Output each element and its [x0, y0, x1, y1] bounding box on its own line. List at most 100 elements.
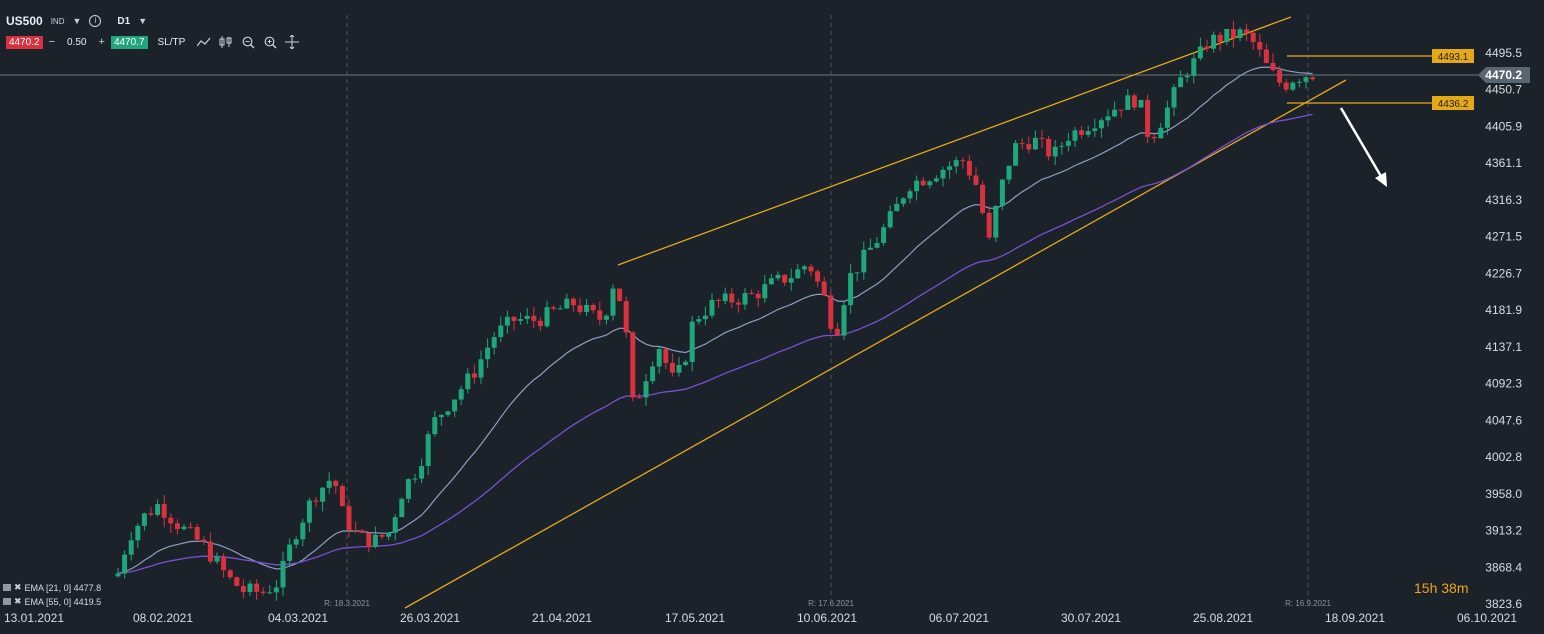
- bear-candle: [511, 316, 517, 331]
- candle-body: [643, 381, 649, 398]
- line-chart-icon[interactable]: [195, 34, 213, 50]
- indicator-label: EMA [55, 0] 4419.5: [24, 596, 102, 607]
- price-tick-label: 4047.6: [1485, 413, 1522, 427]
- candle-body: [128, 540, 134, 555]
- bear-candle: [313, 497, 319, 508]
- bear-candle: [379, 534, 385, 540]
- price-tick-label: 4450.7: [1485, 83, 1522, 97]
- candle-body: [650, 366, 656, 382]
- bear-candle: [1263, 43, 1269, 64]
- candle-body: [537, 320, 543, 327]
- volume-increase-button[interactable]: +: [98, 36, 105, 48]
- bull-candle: [696, 315, 702, 325]
- candle-body: [755, 293, 761, 299]
- candle-body: [960, 160, 966, 162]
- zoom-in-icon[interactable]: [261, 34, 279, 50]
- symbol-name[interactable]: US500: [6, 14, 43, 28]
- price-tick-label: 4226.7: [1485, 266, 1522, 280]
- candle-body: [986, 212, 992, 238]
- candle-body: [168, 517, 174, 524]
- candle-body: [900, 198, 906, 204]
- indicator-settings-icon[interactable]: [3, 598, 11, 605]
- buy-button[interactable]: 4470.7: [110, 35, 148, 49]
- bull-candle: [999, 178, 1005, 210]
- candle-body: [590, 304, 596, 311]
- bull-candle: [392, 514, 398, 541]
- bear-candle: [960, 157, 966, 169]
- candle-body: [155, 504, 161, 515]
- wedge-channel: 4493.1 4436.2: [404, 16, 1474, 609]
- candle-body: [1250, 32, 1256, 42]
- candle-body: [366, 532, 372, 547]
- price-tick-label: 3823.6: [1485, 597, 1522, 611]
- bear-candle: [174, 519, 180, 535]
- bull-candle: [214, 552, 220, 564]
- bull-candle: [320, 486, 326, 512]
- volume-decrease-button[interactable]: −: [48, 36, 56, 48]
- bull-candle: [841, 302, 847, 340]
- caret-down-icon[interactable]: ▼: [72, 16, 82, 26]
- candle-body: [359, 530, 365, 533]
- volume-input[interactable]: 0.50: [67, 36, 87, 48]
- candle-body: [399, 498, 405, 518]
- candle-body: [630, 332, 636, 398]
- indicator-ema21[interactable]: ✖ EMA [21, 0] 4477.8: [3, 582, 101, 593]
- sltp-button[interactable]: SL/TP: [157, 36, 186, 48]
- sell-button[interactable]: 4470.2: [6, 35, 43, 49]
- bull-candle: [656, 346, 662, 374]
- candle-body: [432, 417, 438, 435]
- candle-body: [947, 166, 953, 170]
- close-icon[interactable]: ✖: [14, 596, 22, 606]
- candle-body: [346, 506, 352, 531]
- bull-candle: [1138, 99, 1144, 108]
- indicator-ema55[interactable]: ✖ EMA [55, 0] 4419.5: [3, 596, 101, 607]
- bull-candle: [306, 497, 312, 533]
- bull-candle: [603, 314, 609, 325]
- zoom-out-icon[interactable]: [239, 34, 257, 50]
- candle-body: [174, 523, 180, 530]
- bull-candle: [1098, 117, 1104, 138]
- bull-candle: [993, 204, 999, 243]
- bull-candle: [1072, 126, 1078, 148]
- candle-body: [306, 500, 312, 523]
- candle-body: [465, 373, 471, 390]
- timeframe-select[interactable]: D1: [117, 15, 131, 27]
- candle-body: [1046, 138, 1052, 157]
- candle-body: [504, 316, 510, 326]
- candle-body: [405, 479, 411, 499]
- bull-candle: [141, 512, 147, 531]
- candle-body: [702, 315, 708, 320]
- bull-candle: [801, 264, 807, 275]
- bear-candle: [1026, 136, 1032, 154]
- bull-candle: [1197, 37, 1203, 61]
- bull-candle: [135, 523, 141, 549]
- crosshair-icon[interactable]: [283, 34, 301, 50]
- bull-candle: [1211, 31, 1217, 53]
- bull-candle: [425, 430, 431, 476]
- close-icon[interactable]: ✖: [14, 582, 22, 592]
- bull-candle: [1105, 109, 1111, 127]
- price-tick-label: 3913.2: [1485, 524, 1522, 538]
- timeframe-caret-down-icon[interactable]: ▼: [138, 16, 148, 26]
- candle-body: [1085, 130, 1091, 135]
- indicator-settings-icon[interactable]: [3, 584, 11, 591]
- candle-body: [478, 359, 484, 378]
- bear-candle: [749, 289, 755, 295]
- bull-candle: [933, 175, 939, 183]
- chart-grid: R: 18.3.2021 R: 17.6.2021 R: 16.9.2021: [0, 15, 1478, 608]
- level-lower-badge: [1432, 96, 1474, 110]
- info-icon[interactable]: i: [89, 15, 102, 27]
- candle-body: [260, 591, 266, 593]
- date-label: 08.02.2021: [133, 611, 193, 625]
- price-tick-label: 4495.5: [1485, 46, 1522, 60]
- bear-candle: [808, 264, 814, 277]
- candle-body: [227, 570, 233, 578]
- candles-icon[interactable]: [217, 34, 235, 50]
- candle-body: [511, 316, 517, 321]
- candle-body: [762, 284, 768, 299]
- bull-candle: [564, 293, 570, 309]
- bull-candle: [485, 338, 491, 368]
- candle-body: [326, 480, 332, 488]
- candle-body: [392, 517, 398, 533]
